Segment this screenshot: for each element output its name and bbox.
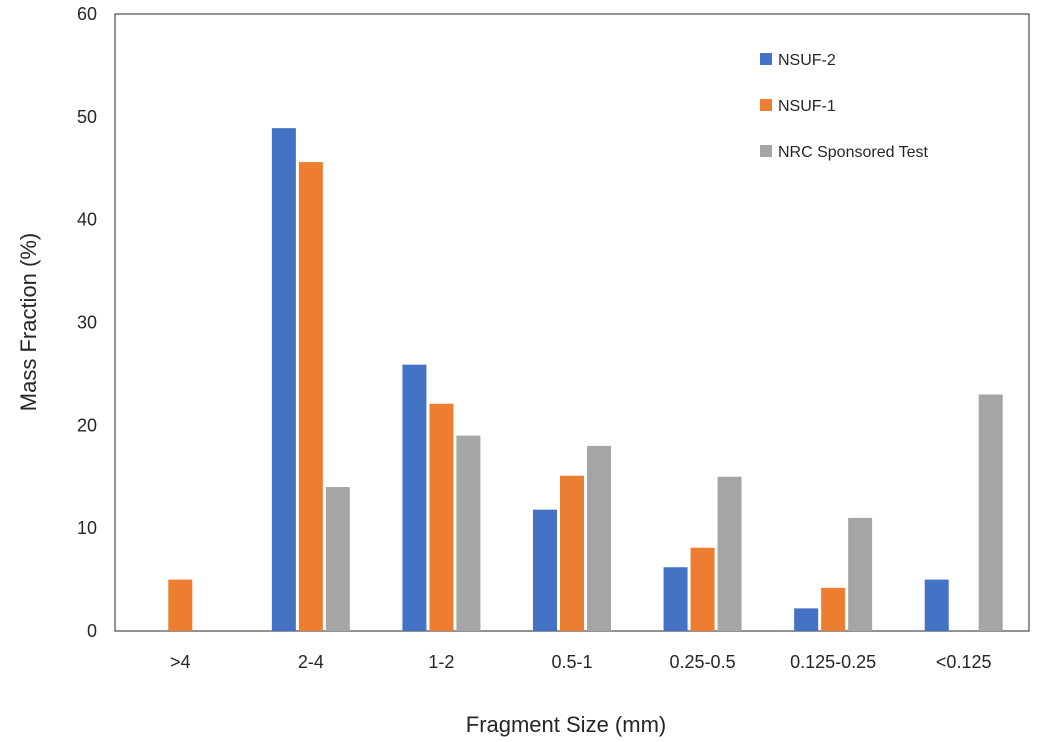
bar-nsuf-1-5 (821, 587, 846, 631)
bar-nsuf-1-0 (168, 579, 193, 631)
y-tick-label: 60 (77, 4, 97, 24)
bar-nrc-sponsored-test-2 (456, 435, 481, 631)
y-tick-labels: 0 10 20 30 40 50 60 (77, 4, 97, 641)
bar-nsuf-1-3 (560, 475, 584, 631)
y-tick-label: 20 (77, 415, 97, 435)
legend-label: NRC Sponsored Test (778, 144, 929, 161)
bar-nrc-sponsored-test-1 (325, 487, 350, 631)
bar-nsuf-2-4 (663, 567, 688, 631)
y-tick-label: 40 (77, 210, 97, 230)
legend-label: NSUF-2 (778, 52, 836, 69)
bar-nsuf-2-2 (402, 364, 427, 631)
bars-group (168, 128, 1003, 631)
bar-nsuf-2-5 (794, 608, 819, 631)
x-tick-labels: >4 2-4 1-2 0.5-1 0.25-0.5 0.125-0.25 <0.125 (170, 652, 991, 672)
bar-nsuf-2-1 (271, 128, 296, 631)
x-tick-label: 1-2 (428, 652, 454, 672)
bar-nsuf-2-6 (924, 579, 949, 631)
x-tick-label: 0.125-0.25 (790, 652, 876, 672)
bar-nrc-sponsored-test-3 (587, 445, 611, 631)
x-tick-label: >4 (170, 652, 191, 672)
y-tick-label: 50 (77, 107, 97, 127)
legend-swatch (760, 99, 772, 111)
y-axis-title: Mass Fraction (%) (16, 233, 41, 411)
legend: NSUF-2 NSUF-1 NRC Sponsored Test (760, 52, 929, 161)
legend-swatch (760, 53, 772, 65)
y-tick-label: 30 (77, 313, 97, 333)
bar-nsuf-2-3 (533, 509, 557, 631)
bar-nrc-sponsored-test-4 (717, 476, 742, 631)
y-tick-label: 10 (77, 518, 97, 538)
x-tick-label: <0.125 (936, 652, 992, 672)
x-tick-label: 0.5-1 (551, 652, 592, 672)
bar-nsuf-1-4 (690, 547, 715, 631)
x-axis-title: Fragment Size (mm) (466, 712, 666, 737)
bar-nsuf-1-1 (298, 162, 323, 631)
bar-nrc-sponsored-test-6 (978, 394, 1003, 631)
legend-swatch (760, 145, 772, 157)
legend-label: NSUF-1 (778, 98, 836, 115)
x-tick-label: 2-4 (298, 652, 324, 672)
bar-nsuf-1-2 (429, 403, 454, 631)
y-tick-label: 0 (87, 621, 97, 641)
x-tick-label: 0.25-0.5 (670, 652, 736, 672)
bar-nrc-sponsored-test-5 (848, 517, 873, 631)
